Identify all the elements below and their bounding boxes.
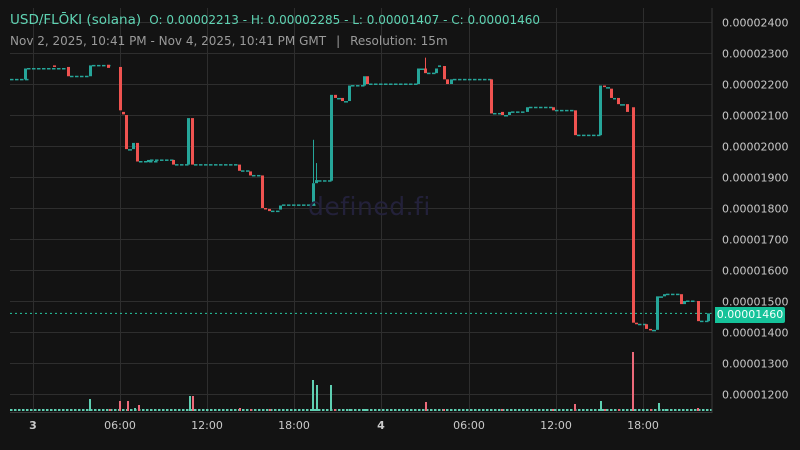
watermark: defined.fi bbox=[308, 192, 431, 221]
pair-title[interactable]: USD/FLŌKI (solana) bbox=[10, 12, 142, 28]
y-tick-label: 0.00002100 bbox=[722, 110, 788, 123]
separator: | bbox=[336, 34, 341, 48]
y-tick-label: 0.00002300 bbox=[722, 48, 788, 61]
y-tick-label: 0.00002400 bbox=[722, 17, 788, 30]
candles bbox=[10, 57, 710, 332]
x-tick-label: 18:00 bbox=[627, 419, 659, 432]
x-tick-label: 18:00 bbox=[278, 419, 310, 432]
y-tick-label: 0.00001400 bbox=[722, 327, 788, 340]
resolution-label[interactable]: Resolution: 15m bbox=[350, 34, 448, 48]
date-range: Nov 2, 2025, 10:41 PM - Nov 4, 2025, 10:… bbox=[10, 34, 327, 48]
y-tick-label: 0.00001600 bbox=[722, 265, 788, 278]
y-tick-label: 0.00001700 bbox=[722, 234, 788, 247]
title-line: USD/FLŌKI (solana) O: 0.00002213 - H: 0.… bbox=[10, 11, 540, 30]
ohlc-values: O: 0.00002213 - H: 0.00002285 - L: 0.000… bbox=[149, 13, 541, 27]
y-tick-label: 0.00001200 bbox=[722, 389, 788, 402]
y-tick-label: 0.00002200 bbox=[722, 79, 788, 92]
y-axis[interactable]: 0.00002400 0.00002300 0.00002200 0.00002100… bbox=[722, 17, 788, 402]
x-tick-label: 12:00 bbox=[540, 419, 572, 432]
x-tick-label: 06:00 bbox=[453, 419, 485, 432]
x-axis[interactable]: 3 06:00 12:00 18:00 4 06:00 12:00 18:00 bbox=[29, 419, 659, 432]
x-tick-label: 06:00 bbox=[104, 419, 136, 432]
volume-bars bbox=[10, 352, 713, 411]
x-tick-label: 12:00 bbox=[191, 419, 223, 432]
y-tick-label: 0.00001900 bbox=[722, 172, 788, 185]
grid-lines bbox=[10, 8, 712, 412]
y-tick-label: 0.00001800 bbox=[722, 203, 788, 216]
y-tick-label: 0.00002000 bbox=[722, 141, 788, 154]
chart-header: USD/FLŌKI (solana) O: 0.00002213 - H: 0.… bbox=[10, 11, 540, 49]
y-tick-label: 0.00001500 bbox=[722, 296, 788, 309]
y-tick-label: 0.00001300 bbox=[722, 358, 788, 371]
x-tick-label: 3 bbox=[29, 419, 37, 432]
subtitle-line: Nov 2, 2025, 10:41 PM - Nov 4, 2025, 10:… bbox=[10, 33, 540, 49]
x-tick-label: 4 bbox=[377, 419, 385, 432]
current-price-tag: 0.00001460 bbox=[715, 307, 785, 323]
